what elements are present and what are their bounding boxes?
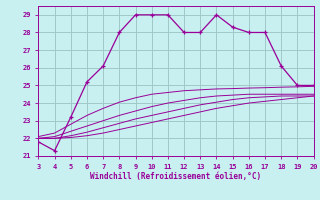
X-axis label: Windchill (Refroidissement éolien,°C): Windchill (Refroidissement éolien,°C) bbox=[91, 172, 261, 181]
